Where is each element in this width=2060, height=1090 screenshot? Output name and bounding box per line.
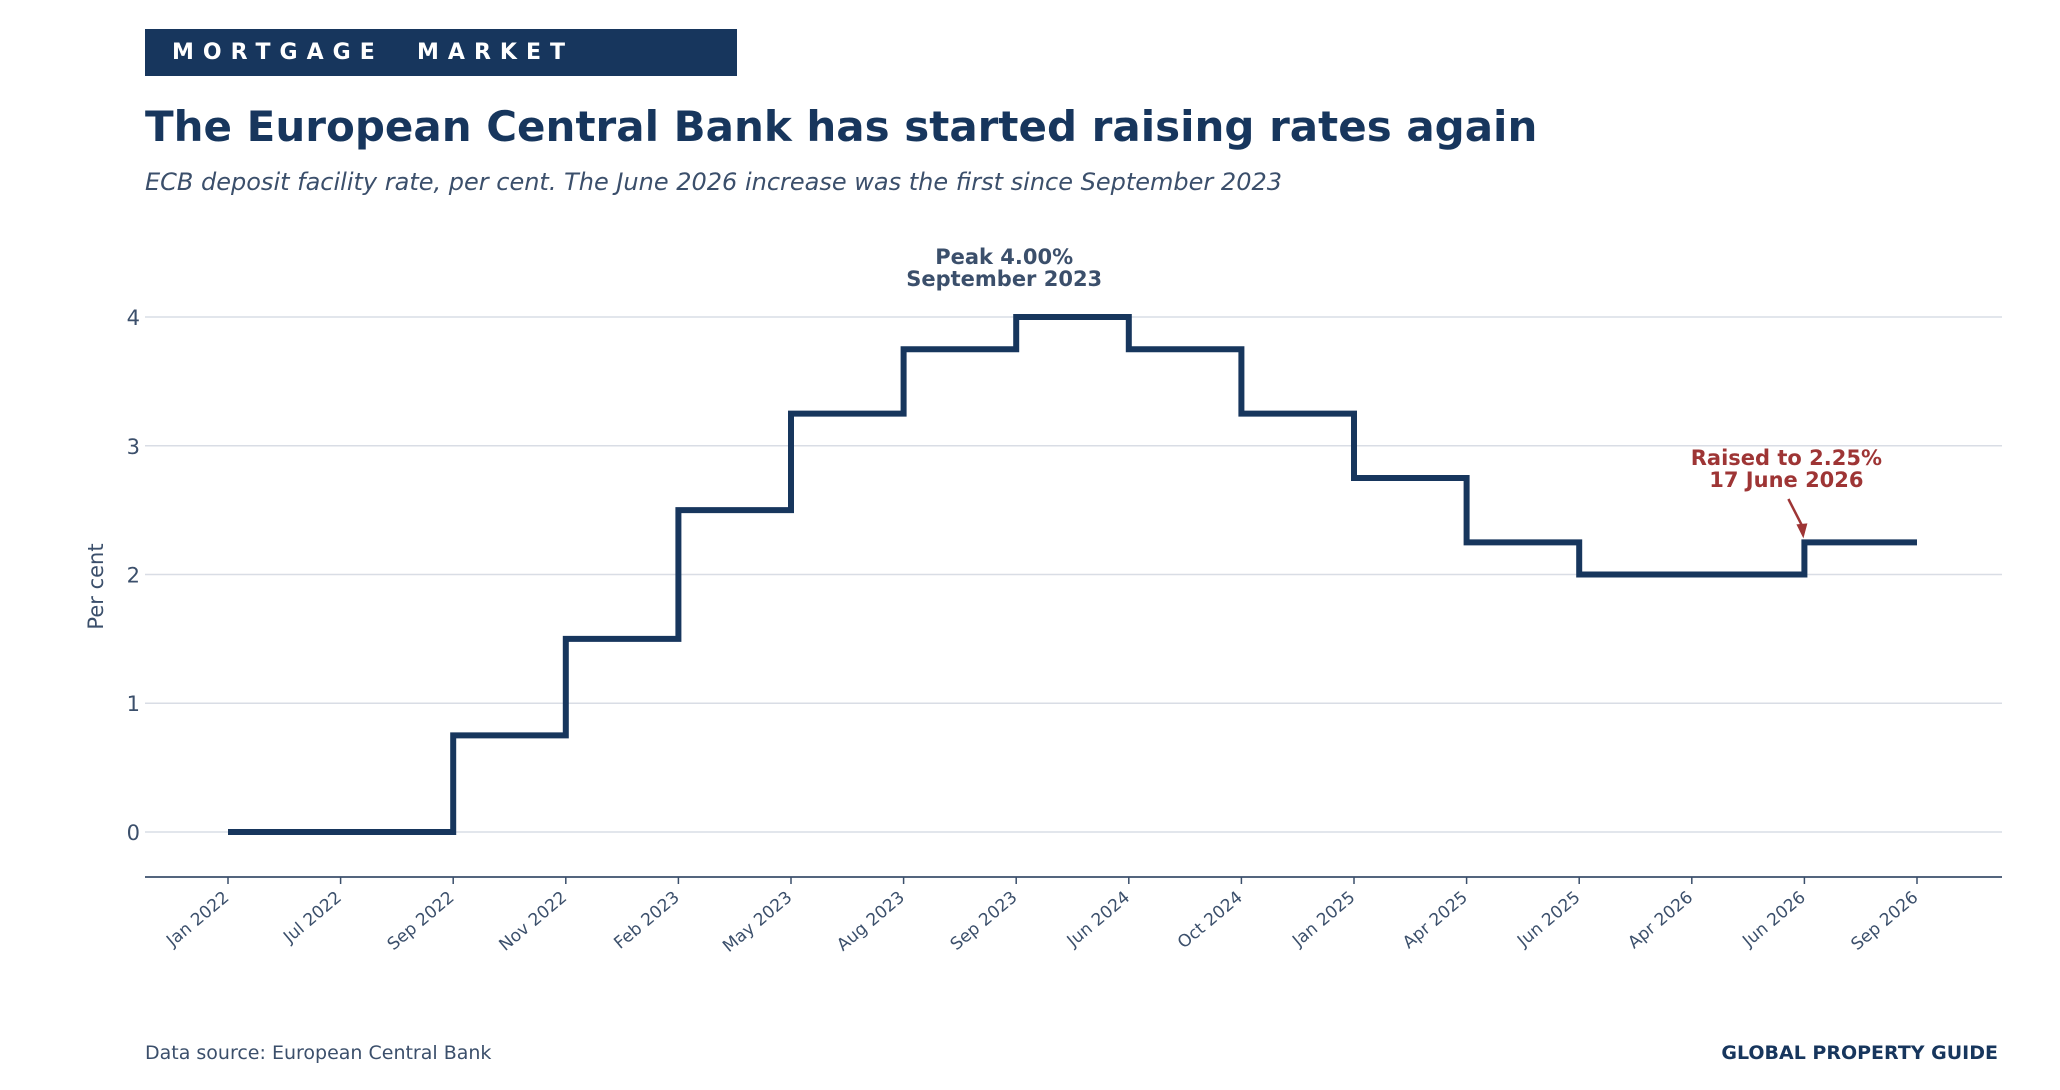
x-tick-label: Sep 2023	[947, 888, 1022, 955]
x-tick-label: Jan 2025	[1288, 888, 1359, 952]
x-tick-label: Apr 2026	[1624, 888, 1697, 954]
x-tick-label: Nov 2022	[495, 888, 571, 956]
x-tick-label: Oct 2024	[1174, 888, 1247, 953]
x-tick-label: Aug 2023	[833, 888, 909, 956]
chart-title: The European Central Bank has started ra…	[145, 102, 1538, 151]
x-tick-label: Jan 2022	[162, 888, 233, 952]
x-tick-label: Jun 2026	[1738, 888, 1809, 952]
x-tick-label: Sep 2026	[1848, 888, 1923, 955]
raise-annotation-line: 17 June 2026	[1709, 468, 1863, 492]
series-line	[228, 314, 1917, 835]
section-banner: MORTGAGE MARKET	[145, 29, 737, 76]
brand-logo-text: GLOBAL PROPERTY GUIDE	[1721, 1042, 1998, 1064]
x-tick-label: Feb 2023	[610, 888, 683, 954]
y-tick-label: 2	[127, 564, 140, 588]
x-tick-label: May 2023	[719, 888, 796, 957]
annotation-arrow-head	[1796, 523, 1808, 539]
annotation-arrow-shaft	[1787, 498, 1805, 529]
x-tick-label: Apr 2025	[1399, 888, 1472, 954]
x-tick-label: Jul 2022	[279, 888, 346, 948]
y-tick-label: 0	[127, 821, 140, 845]
raise-annotation-line: Raised to 2.25%	[1691, 446, 1882, 470]
x-tick-label: Jun 2024	[1063, 888, 1134, 952]
chart-subtitle: ECB deposit facility rate, per cent. The…	[145, 168, 1282, 196]
x-tick-label: Jun 2025	[1513, 888, 1584, 952]
y-tick-label: 3	[127, 435, 140, 459]
y-axis-label: Per cent	[84, 543, 108, 629]
data-source: Data source: European Central Bank	[145, 1042, 492, 1064]
y-tick-label: 1	[127, 692, 140, 716]
x-tick-label: Sep 2022	[384, 888, 459, 955]
y-tick-label: 4	[127, 306, 140, 330]
peak-annotation-line: September 2023	[906, 267, 1102, 291]
peak-annotation-line: Peak 4.00%	[935, 245, 1073, 269]
